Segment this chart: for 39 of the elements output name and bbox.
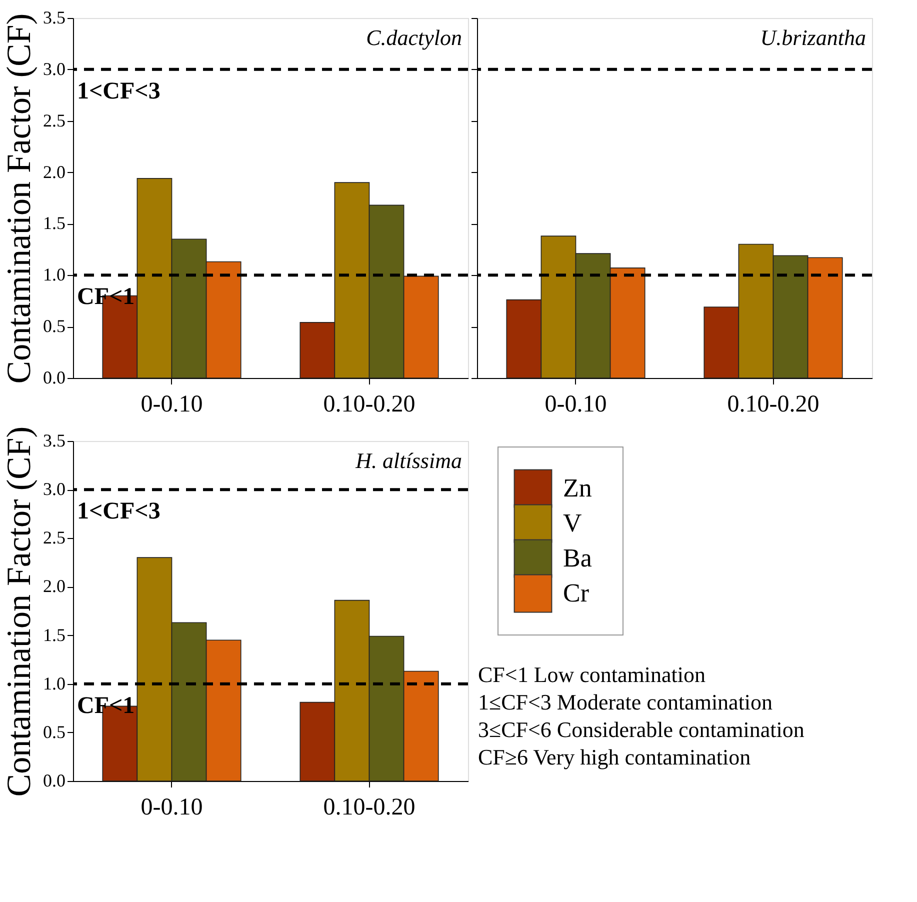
- chart-title: C.dactylon: [366, 25, 462, 50]
- y-tick-label: 3.0: [43, 479, 66, 500]
- chart-title: H. altíssima: [354, 448, 462, 473]
- text: 3≤CF<6 Considerable contamination: [478, 716, 804, 742]
- y-tick-label: 2.0: [43, 162, 66, 182]
- legend-label: Cr: [563, 578, 590, 608]
- y-tick-label: 0.0: [43, 770, 66, 790]
- text: 1≤CF<3 Moderate contamination: [478, 689, 773, 714]
- y-tick-label: 1.5: [43, 213, 66, 234]
- x-tick-label: 0-0.10: [140, 794, 203, 820]
- ref-line-label: 1<CF<3: [77, 498, 160, 525]
- y-tick-label: 0.0: [43, 368, 66, 388]
- x-tick-label: 0.10-0.20: [727, 392, 820, 418]
- chart-title: U.brizantha: [760, 25, 866, 50]
- ref-line-label: CF<1: [77, 284, 135, 310]
- y-tick-label: 3.5: [43, 430, 66, 450]
- y-tick-label: 0.5: [43, 722, 66, 742]
- text: CF≥6 Very high contamination: [478, 744, 751, 770]
- y-tick-label: 2.5: [43, 528, 66, 548]
- x-tick-label: 0-0.10: [140, 392, 203, 418]
- ref-line-label: 1<CF<3: [77, 78, 160, 104]
- y-tick-label: 3.0: [43, 58, 66, 79]
- x-tick-label: 0-0.10: [544, 392, 607, 418]
- text: CF<1 Low contamination: [478, 662, 706, 687]
- legend-label: V: [563, 508, 582, 538]
- legend-label: Ba: [563, 544, 592, 572]
- y-tick-label: 1.0: [43, 264, 66, 285]
- y-tick-label: 1.5: [43, 624, 66, 645]
- y-tick-label: 0.5: [43, 316, 66, 336]
- ref-line-label: CF<1: [77, 692, 135, 719]
- y-tick-label: 2.0: [43, 576, 66, 596]
- legend-label: Zn: [563, 474, 592, 502]
- y-axis-title: Contamination Factor (CF): [1, 426, 38, 797]
- x-tick-label: 0.10-0.20: [323, 392, 416, 418]
- y-axis-title: Contamination Factor (CF): [1, 13, 38, 384]
- y-tick-label: 3.5: [43, 8, 66, 28]
- x-tick-label: 0.10-0.20: [323, 794, 416, 820]
- y-tick-label: 2.5: [43, 110, 66, 130]
- y-tick-label: 1.0: [43, 673, 66, 694]
